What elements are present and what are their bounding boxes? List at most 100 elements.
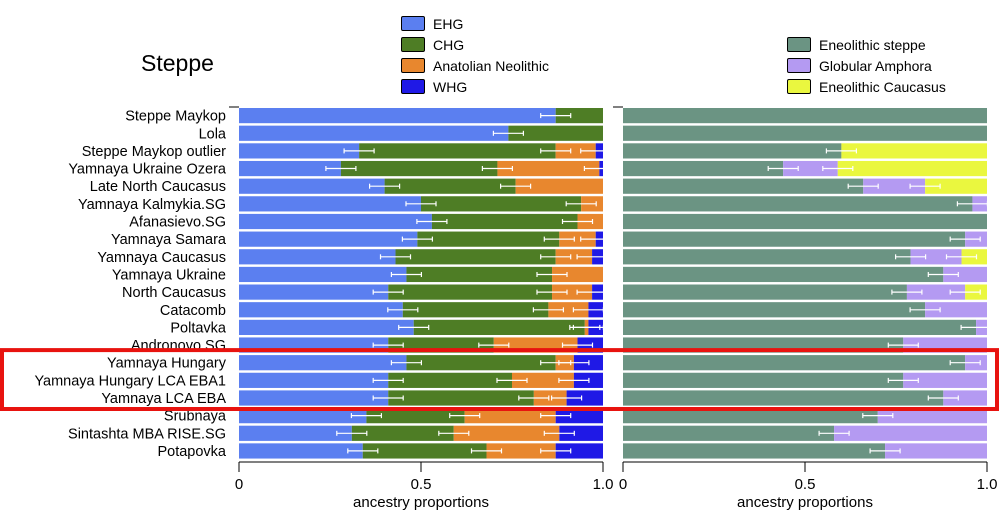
bar-segment xyxy=(239,372,389,388)
bar-segment xyxy=(623,249,911,265)
bar-segment xyxy=(555,249,593,265)
bar-segment xyxy=(834,425,987,441)
bar-segment xyxy=(623,196,973,212)
bar-segment xyxy=(239,143,360,159)
legend-item: CHG xyxy=(401,34,549,55)
legend-swatch xyxy=(787,58,811,73)
legend-right: Eneolithic steppe Globular Amphora Eneol… xyxy=(787,34,946,97)
bar-segment xyxy=(421,196,582,212)
category-label: Yamnaya Hungary xyxy=(107,356,227,372)
bar-segment xyxy=(555,108,603,124)
bar-segment xyxy=(388,390,534,406)
bar-segment xyxy=(239,319,414,335)
bar-segment xyxy=(623,231,966,247)
bar-segment xyxy=(508,125,603,141)
category-label: Yamnaya Samara xyxy=(111,232,227,248)
bar-segment xyxy=(239,108,556,124)
category-label: Late North Caucasus xyxy=(90,179,226,195)
legend-label: Anatolian Neolithic xyxy=(433,57,549,74)
legend-swatch xyxy=(401,37,425,52)
bar-segment xyxy=(623,443,886,459)
bar-segment xyxy=(623,284,907,300)
bar-segment xyxy=(402,302,549,318)
bar-segment xyxy=(837,160,987,177)
bar-segment xyxy=(486,443,556,459)
category-label: Lola xyxy=(199,126,227,142)
bar-segment xyxy=(552,266,603,283)
bar-segment xyxy=(623,408,878,424)
bar-segment xyxy=(239,284,389,300)
bar-segment xyxy=(623,125,987,141)
bar-segment xyxy=(497,160,600,177)
bar-segment xyxy=(351,425,454,441)
legend-left: EHG CHG Anatolian Neolithic WHG xyxy=(401,13,549,97)
bar-segment xyxy=(239,249,396,265)
bar-segment xyxy=(623,390,944,406)
bar-segment xyxy=(783,160,838,177)
bar-segment xyxy=(943,390,987,406)
bar-segment xyxy=(906,284,966,300)
bar-segment xyxy=(943,266,987,283)
bar-segment xyxy=(623,108,987,124)
category-label: Yamnaya Caucasus xyxy=(97,250,226,266)
bar-segment xyxy=(623,143,842,159)
bar-segment xyxy=(239,408,367,424)
bar-segment xyxy=(515,178,603,194)
category-label: Poltavka xyxy=(170,320,227,336)
legend-label: EHG xyxy=(433,15,464,32)
bar-segment xyxy=(239,302,403,318)
x-tick-label: 0 xyxy=(619,476,627,493)
bar-segment xyxy=(239,125,509,141)
legend-label: Globular Amphora xyxy=(819,57,932,74)
bar-segment xyxy=(239,390,389,406)
category-label: Yamnaya LCA EBA xyxy=(101,391,226,407)
bar-segment xyxy=(877,408,987,424)
bar-segment xyxy=(555,143,596,159)
category-label: Yamnaya Ukraine Ozera xyxy=(68,162,227,178)
bar-segment xyxy=(623,266,944,283)
highlight-box xyxy=(0,348,999,412)
category-label: Srubnaya xyxy=(164,409,227,425)
legend-swatch xyxy=(401,79,425,94)
x-tick-label: 1.0 xyxy=(593,476,614,493)
legend-swatch xyxy=(401,16,425,31)
bar-segment xyxy=(406,355,556,371)
category-label: Yamnaya Hungary LCA EBA1 xyxy=(34,373,226,389)
bar-segment xyxy=(623,178,864,194)
category-label: Steppe Maykop outlier xyxy=(82,144,226,160)
bar-segment xyxy=(406,266,553,283)
category-label: North Caucasus xyxy=(122,285,226,301)
category-label: Yamnaya Kalmykia.SG xyxy=(78,197,226,213)
legend-item: Eneolithic Caucasus xyxy=(787,76,946,97)
legend-label: WHG xyxy=(433,78,468,95)
legend-swatch xyxy=(401,58,425,73)
legend-item: EHG xyxy=(401,13,549,34)
bar-segment xyxy=(903,372,987,388)
bar-segment xyxy=(559,425,603,441)
bar-segment xyxy=(925,178,987,194)
x-tick-label: 0 xyxy=(235,476,243,493)
legend-label: Eneolithic Caucasus xyxy=(819,78,946,95)
legend-label: CHG xyxy=(433,36,465,53)
x-tick-label: 0.5 xyxy=(411,476,432,493)
bar-segment xyxy=(566,390,603,406)
bar-segment xyxy=(239,178,385,194)
legend-item: WHG xyxy=(401,76,549,97)
legend-item: Globular Amphora xyxy=(787,55,946,76)
category-label: Steppe Maykop xyxy=(125,109,226,125)
bar-segment xyxy=(623,425,835,441)
bar-segment xyxy=(239,196,421,212)
bar-segment xyxy=(863,178,926,194)
bar-segment xyxy=(548,302,589,318)
bar-segment xyxy=(417,231,560,247)
legend-swatch xyxy=(787,37,811,52)
category-label: Sintashta MBA RISE.SG xyxy=(68,426,226,442)
bar-segment xyxy=(453,425,560,441)
bar-segment xyxy=(555,443,603,459)
bar-segment xyxy=(239,213,432,230)
bar-segment xyxy=(623,355,966,371)
bar-segment xyxy=(623,160,784,177)
bar-segment xyxy=(239,160,341,177)
bar-segment xyxy=(552,284,593,300)
